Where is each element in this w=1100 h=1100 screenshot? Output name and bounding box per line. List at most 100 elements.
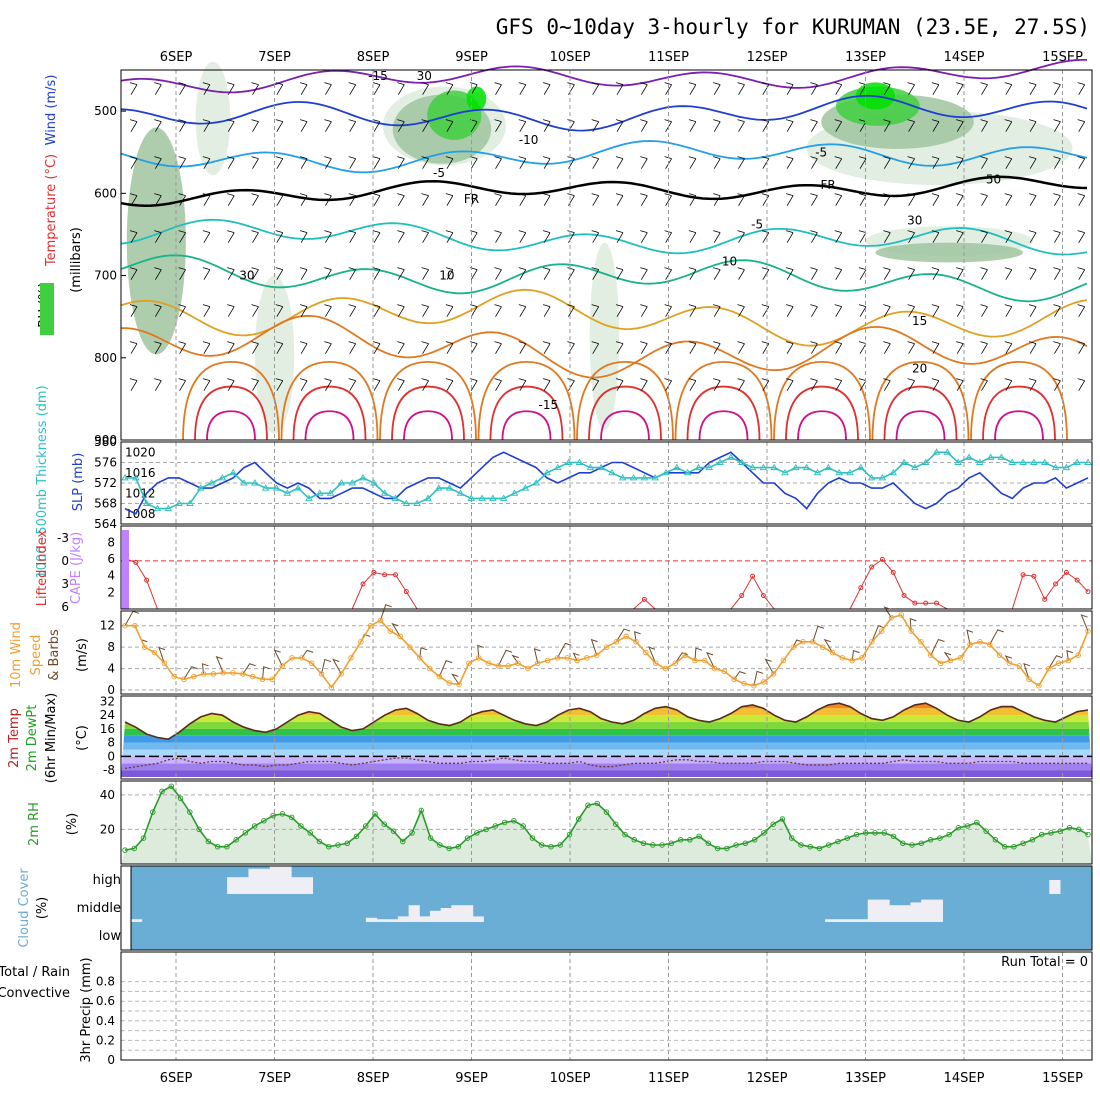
rh2m-line-marker xyxy=(575,816,582,822)
wind-barb-10m xyxy=(1048,655,1063,669)
ylabel-cape: CAPE (J/kg) xyxy=(69,532,84,604)
thickness-line-marker xyxy=(856,463,865,471)
wind10-line-marker xyxy=(269,676,276,683)
wind-barb xyxy=(178,119,186,132)
ylabel-convective: Convective xyxy=(0,986,70,1001)
date-label-top: 6SEP xyxy=(160,50,193,65)
wind-barb xyxy=(688,119,697,132)
wind-barb-10m xyxy=(1080,614,1089,632)
wind10-line-marker xyxy=(191,673,197,680)
wind-barb xyxy=(591,304,600,317)
wind-barb-10m xyxy=(242,663,256,675)
rh2m-line-marker xyxy=(529,835,536,841)
rh2m-line xyxy=(124,785,1089,851)
y-tick-slp: 1020 xyxy=(125,445,156,459)
lifted-marker xyxy=(371,569,377,575)
wind-barb xyxy=(129,304,138,317)
thickness-line-marker xyxy=(305,494,313,501)
wind-barb xyxy=(202,230,211,243)
warm-contour xyxy=(895,410,946,441)
y-tick-cape: 2 xyxy=(107,585,115,599)
warm-contour xyxy=(304,410,355,441)
wind-barb xyxy=(324,304,332,317)
isotherm xyxy=(120,140,1088,174)
thickness-line-marker xyxy=(954,458,962,465)
rh2m-line-marker xyxy=(335,842,341,848)
warm-contour xyxy=(785,385,859,441)
wind-barb xyxy=(567,341,575,354)
wind-barb xyxy=(251,267,259,280)
isotherm xyxy=(120,59,1087,94)
rh2m-line-marker xyxy=(1048,830,1054,836)
rh2m-line-marker xyxy=(159,788,165,795)
wind-barb xyxy=(1004,341,1013,354)
warm-contour xyxy=(206,410,256,441)
wind10-line-marker xyxy=(1085,628,1091,634)
wind-barb xyxy=(834,230,843,243)
wind-barb xyxy=(956,119,964,132)
wind-barb xyxy=(615,304,624,317)
wind10-line-marker xyxy=(436,673,443,680)
wind-barb-10m xyxy=(511,654,519,664)
rh2m-line-marker xyxy=(881,830,888,836)
wind-barb xyxy=(372,267,381,280)
wind-barb xyxy=(907,378,915,391)
wind-barb-10m xyxy=(989,629,1004,645)
wind-barb xyxy=(1028,230,1037,243)
wind-barb xyxy=(907,230,915,243)
wind-barb xyxy=(542,119,551,132)
rh-shade xyxy=(254,275,295,434)
lifted-marker xyxy=(739,592,745,598)
rh2m-line-marker xyxy=(205,838,212,845)
rh2m-line-marker xyxy=(214,843,221,850)
wind-barb-10m xyxy=(1066,650,1074,661)
wind10-line-marker xyxy=(525,665,531,672)
temp-band xyxy=(121,728,1092,736)
wind10-line-marker xyxy=(760,679,767,685)
isotherm xyxy=(121,314,1088,379)
rh2m-line-marker xyxy=(992,837,999,843)
wind-barb xyxy=(834,119,843,132)
ylabel-temperature: Temperature (°C) xyxy=(44,154,59,267)
thickness-line-marker xyxy=(521,484,530,491)
rh2m-line-marker xyxy=(696,833,702,840)
date-label-top: 13SEP xyxy=(845,50,886,65)
cloud-middle-cell xyxy=(387,919,399,922)
thickness-line-marker xyxy=(802,463,811,471)
rh2m-area xyxy=(121,786,1092,864)
wind10-line-marker xyxy=(1016,663,1022,669)
rh2m-line-marker xyxy=(177,795,184,802)
wind-barb xyxy=(178,230,186,243)
wind-barb-10m xyxy=(909,618,917,632)
rh2m-line-marker xyxy=(1011,843,1017,850)
wind10-line-marker xyxy=(1055,660,1062,666)
wind-barb xyxy=(227,341,235,354)
cloud-middle-cell xyxy=(846,919,858,922)
wind-barb xyxy=(640,156,648,169)
wind-barb xyxy=(542,378,551,391)
wind-barb xyxy=(202,82,211,95)
lifted-marker xyxy=(144,577,150,583)
wind10-line-marker xyxy=(800,639,806,645)
wind-barb xyxy=(810,267,818,280)
slp-line xyxy=(124,451,1089,515)
wind-barb xyxy=(834,267,843,280)
wind-barb xyxy=(372,119,381,132)
rh2m-line-marker xyxy=(946,831,952,838)
wind-barb xyxy=(324,230,332,243)
wind-barb xyxy=(567,378,575,391)
wind-barb xyxy=(883,304,891,317)
wind-barb xyxy=(154,341,162,354)
thickness-line-marker xyxy=(186,499,194,506)
wind-frame xyxy=(120,610,1093,695)
wind-barb xyxy=(251,156,259,169)
wind-barb xyxy=(883,82,891,95)
rh2m-line-marker xyxy=(464,835,471,841)
wind-barb xyxy=(494,304,502,317)
wind10-line-marker xyxy=(338,671,344,677)
y-tick-thickness: 576 xyxy=(94,456,117,470)
wind10-line-marker xyxy=(367,622,374,629)
wind-barb xyxy=(494,193,502,206)
cloud-high-cell xyxy=(269,866,281,894)
ylabel-lifted: Lifted Index xyxy=(35,529,50,606)
